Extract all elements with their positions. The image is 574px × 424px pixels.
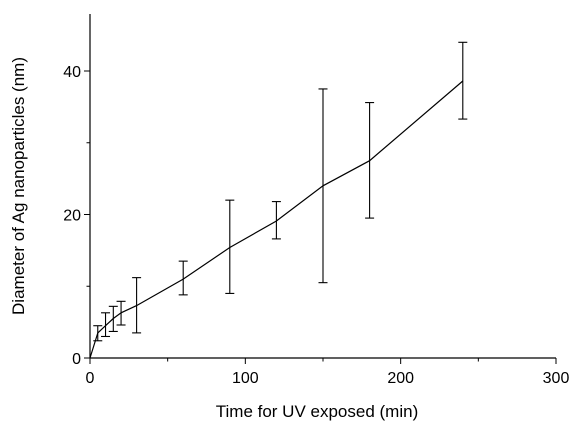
y-tick-label: 0 (72, 351, 81, 368)
ticks: 0 100 200 300 0 20 40 (63, 64, 569, 387)
error-bars (93, 41, 468, 342)
x-tick-label: 200 (387, 370, 414, 387)
error-bar (225, 199, 235, 294)
x-tick-label: 100 (232, 370, 259, 387)
series-line (89, 80, 464, 359)
x-tick-label: 0 (86, 370, 95, 387)
y-axis-title: Diameter of Ag nanoparticles (nm) (9, 57, 28, 315)
error-bar (271, 201, 281, 240)
y-tick-label: 40 (63, 64, 81, 81)
error-bar (458, 41, 468, 120)
y-tick-label: 20 (63, 208, 81, 225)
x-tick-label: 300 (543, 370, 570, 387)
error-bar (178, 260, 188, 296)
x-axis-title: Time for UV exposed (min) (216, 402, 418, 421)
error-bar (101, 312, 111, 338)
